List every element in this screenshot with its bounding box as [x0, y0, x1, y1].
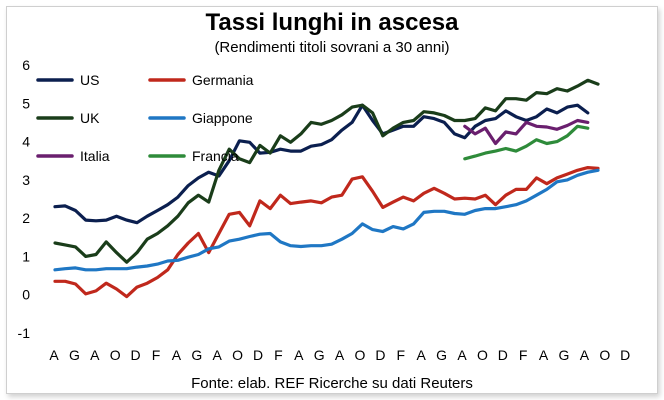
x-tick-label: G — [69, 347, 80, 363]
series-line-germania — [53, 166, 600, 299]
x-tick-label: G — [436, 347, 447, 363]
series-line-uk — [53, 78, 600, 264]
x-tick-label: D — [620, 347, 630, 363]
x-tick-label: A — [417, 347, 427, 363]
legend-label-giappone: Giappone — [192, 110, 253, 126]
legend-label-francia: Francia — [192, 148, 239, 164]
x-tick-label: A — [213, 347, 223, 363]
y-tick-label: 0 — [22, 287, 30, 303]
x-tick-label: A — [294, 347, 304, 363]
legend-label-uk: UK — [80, 110, 100, 126]
legend-label-germania: Germania — [192, 72, 254, 88]
series-line-francia — [463, 124, 590, 161]
x-tick-label: A — [580, 347, 590, 363]
y-tick-label: 3 — [22, 172, 30, 188]
x-tick-label: O — [110, 347, 121, 363]
x-tick-label: F — [274, 347, 283, 363]
x-tick-label: O — [232, 347, 243, 363]
series-line-giappone — [53, 168, 600, 272]
x-tick-label: F — [519, 347, 528, 363]
x-tick-label: O — [477, 347, 488, 363]
x-tick-label: G — [559, 347, 570, 363]
x-tick-label: A — [335, 347, 345, 363]
x-tick-label: O — [599, 347, 610, 363]
x-tick-label: A — [539, 347, 549, 363]
series-line-italia — [463, 118, 590, 146]
x-tick-label: F — [152, 347, 161, 363]
x-tick-label: A — [457, 347, 467, 363]
y-tick-label: 4 — [22, 134, 30, 150]
y-axis: -1 0 1 2 3 4 5 6 — [18, 57, 31, 341]
x-tick-label: G — [191, 347, 202, 363]
x-tick-label: D — [375, 347, 385, 363]
x-tick-label: G — [314, 347, 325, 363]
x-tick-label: F — [397, 347, 406, 363]
x-tick-label: A — [49, 347, 59, 363]
x-tick-label: A — [172, 347, 182, 363]
chart-frame — [6, 6, 658, 394]
chart-title: Tassi lunghi in ascesa — [206, 9, 460, 36]
legend: US Germania UK Giappone Italia Francia — [36, 72, 254, 164]
chart-subtitle: (Rendimenti titoli sovrani a 30 anni) — [214, 39, 449, 56]
y-tick-label: 2 — [22, 210, 30, 226]
y-tick-label: 6 — [22, 57, 30, 73]
x-tick-label: D — [498, 347, 508, 363]
series-line-us — [53, 103, 590, 225]
y-tick-label: 1 — [22, 248, 30, 264]
x-tick-label: O — [355, 347, 366, 363]
chart-source: Fonte: elab. REF Ricerche su dati Reuter… — [191, 375, 473, 392]
series-lines — [53, 78, 600, 299]
x-tick-label: D — [131, 347, 141, 363]
x-tick-label: D — [253, 347, 263, 363]
y-tick-label: 5 — [22, 95, 30, 111]
legend-label-italia: Italia — [80, 148, 110, 164]
legend-label-us: US — [80, 72, 99, 88]
x-tick-label: A — [90, 347, 100, 363]
y-tick-label: -1 — [18, 325, 31, 341]
